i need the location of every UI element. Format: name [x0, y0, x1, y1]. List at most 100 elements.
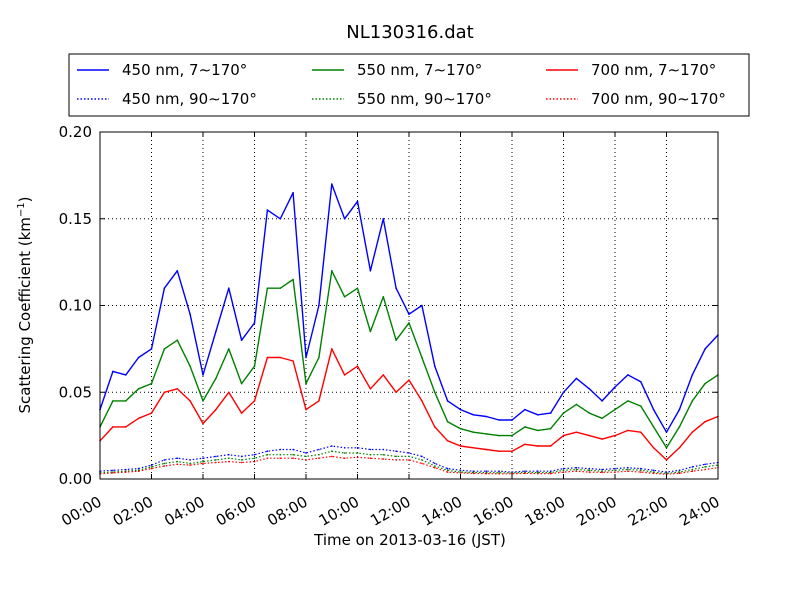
data-point — [691, 466, 694, 468]
data-point — [343, 374, 346, 376]
data-point — [588, 469, 591, 472]
data-point — [369, 448, 372, 451]
data-point — [704, 463, 706, 466]
data-point — [395, 339, 397, 342]
data-point — [678, 472, 681, 475]
series-layer — [99, 183, 719, 476]
data-point — [421, 304, 423, 307]
data-point — [549, 412, 552, 414]
data-point — [382, 458, 385, 460]
data-point — [627, 466, 629, 469]
chart-title: NL130316.dat — [346, 22, 473, 43]
legend-label: 700 nm, 90∼170° — [591, 90, 726, 108]
data-point — [614, 408, 616, 411]
data-point — [305, 459, 307, 461]
data-point — [421, 400, 423, 402]
data-point — [163, 465, 166, 467]
data-point — [137, 388, 140, 390]
data-point — [202, 460, 204, 463]
data-point — [305, 452, 307, 454]
x-tick-label: 02:00 — [110, 493, 156, 530]
x-tick-label: 12:00 — [367, 493, 413, 530]
data-point — [228, 453, 230, 456]
data-point — [137, 417, 140, 420]
data-point — [588, 412, 591, 414]
data-point — [356, 287, 359, 290]
data-point — [588, 471, 591, 473]
data-point — [678, 471, 681, 473]
data-point — [266, 209, 269, 211]
x-tick-label: 06:00 — [213, 493, 259, 530]
data-point — [408, 379, 410, 381]
data-point — [112, 370, 114, 373]
data-point — [240, 455, 243, 458]
data-point — [421, 455, 423, 458]
data-point — [511, 434, 513, 437]
data-point — [266, 356, 269, 359]
data-point — [125, 471, 127, 473]
data-point — [459, 427, 462, 430]
data-point — [331, 455, 333, 458]
data-point — [202, 457, 204, 460]
data-point — [369, 457, 372, 460]
data-point — [459, 469, 462, 472]
data-point — [189, 365, 191, 368]
data-point — [614, 469, 616, 472]
data-point — [395, 459, 397, 461]
data-point — [562, 391, 565, 394]
y-tick-label: 0.10 — [59, 297, 92, 315]
data-point — [446, 420, 449, 423]
ticks: 00:00 02:00 04:00 06:00 08:00 10:00 12:00 14:00… — [58, 123, 722, 530]
data-point — [485, 470, 488, 473]
data-point — [537, 445, 539, 447]
data-point — [434, 462, 436, 465]
data-point — [691, 374, 694, 376]
data-point — [524, 408, 526, 411]
data-point — [562, 412, 565, 414]
data-point — [446, 440, 449, 442]
data-point — [678, 426, 681, 428]
data-point — [665, 471, 668, 473]
data-point — [228, 348, 230, 350]
data-point — [678, 469, 681, 472]
x-tick-label: 24:00 — [676, 493, 722, 530]
data-point — [588, 388, 591, 390]
data-point — [434, 465, 436, 467]
data-point — [640, 381, 642, 383]
data-point — [524, 443, 526, 446]
data-point — [395, 391, 397, 394]
data-point — [640, 471, 642, 473]
data-point — [369, 330, 372, 333]
data-point — [382, 374, 385, 376]
data-point — [125, 400, 127, 402]
series-line — [99, 450, 719, 474]
data-point — [343, 218, 346, 220]
y-tick-label: 0.00 — [59, 470, 92, 488]
data-point — [691, 468, 694, 471]
legend-label: 700 nm, 7∼170° — [591, 61, 716, 79]
data-point — [202, 374, 204, 376]
data-point — [408, 322, 410, 324]
data-point — [240, 339, 243, 342]
data-point — [434, 391, 436, 394]
data-point — [189, 462, 191, 465]
data-point — [343, 452, 346, 454]
data-point — [485, 448, 488, 451]
data-point — [266, 453, 269, 456]
data-point — [137, 470, 140, 473]
x-axis-label: Time on 2013-03-16 (JST) — [313, 531, 506, 549]
data-point — [318, 457, 320, 460]
data-point — [163, 462, 166, 465]
data-point — [150, 412, 153, 414]
data-point — [421, 459, 423, 461]
legend-label: 550 nm, 7∼170° — [357, 61, 482, 79]
data-point — [215, 459, 217, 461]
data-point — [202, 462, 204, 465]
data-point — [524, 472, 526, 475]
data-point — [202, 400, 204, 402]
data-point — [150, 467, 153, 470]
data-point — [575, 466, 578, 469]
data-point — [640, 467, 642, 470]
data-point — [318, 453, 320, 456]
data-point — [408, 459, 410, 461]
